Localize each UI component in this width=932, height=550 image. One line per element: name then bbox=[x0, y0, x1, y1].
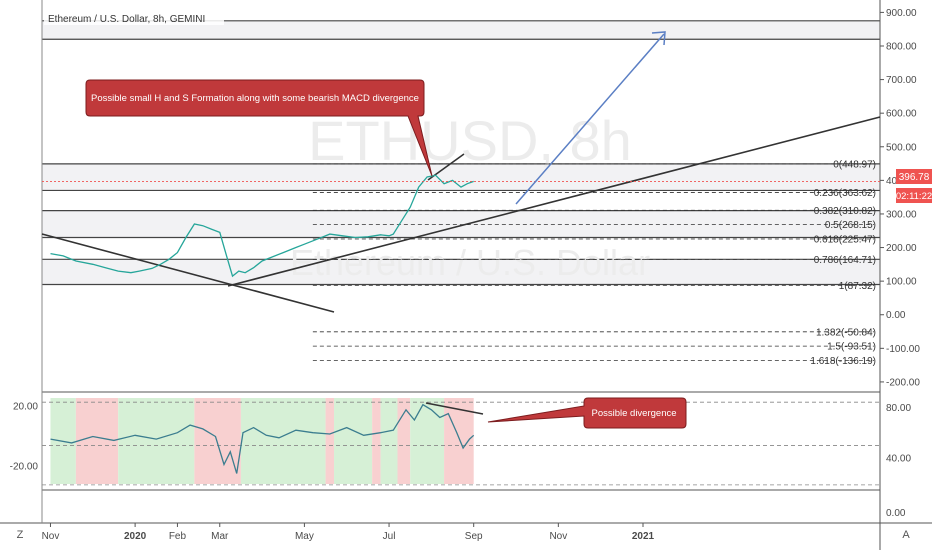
osc-shade-10 bbox=[410, 398, 445, 484]
lower-callout[interactable]: Possible divergence bbox=[487, 397, 687, 429]
fib-label-1: 0.236(363.62) bbox=[814, 188, 876, 199]
main-callout[interactable]: Possible small H and S Formation along w… bbox=[85, 79, 433, 177]
fib-label-8: 1.5(-93.51) bbox=[827, 342, 876, 353]
axes: 900.00800.00700.00600.00500.00400.00300.… bbox=[10, 8, 921, 542]
osc-divergence-line[interactable] bbox=[425, 402, 484, 415]
x-tick-label-3: Mar bbox=[211, 531, 229, 542]
y-tick-label-4: 500.00 bbox=[886, 142, 917, 153]
fibonacci-levels: 0(448.97) 0.236(363.62) 0.382(310.82) 0.5(2… bbox=[312, 159, 876, 367]
osc-shade-8 bbox=[380, 398, 398, 484]
oscillator-series bbox=[50, 403, 475, 474]
header-title: Ethereum / U.S. Dollar, 8h, GEMINI bbox=[48, 14, 205, 25]
osc-shade-5 bbox=[325, 398, 335, 484]
x-tick-label-7: Nov bbox=[549, 531, 567, 542]
oscillator-shading bbox=[50, 398, 474, 484]
y-tick-label-8: 100.00 bbox=[886, 277, 917, 288]
last-price-text: 396.78 bbox=[899, 172, 930, 183]
zone-band-1 bbox=[42, 163, 880, 191]
osc-left-tick-1: -20.00 bbox=[10, 462, 39, 473]
y-tick-label-9: 0.00 bbox=[886, 310, 906, 321]
y-tick-label-7: 200.00 bbox=[886, 243, 917, 254]
fib-label-6: 1(87.32) bbox=[839, 281, 876, 292]
fib-label-2: 0.382(310.82) bbox=[814, 206, 876, 217]
x-tick-label-6: Sep bbox=[465, 531, 483, 542]
x-tick-label-2: Feb bbox=[169, 531, 187, 542]
y-tick-label-10: -100.00 bbox=[886, 344, 920, 355]
osc-right-tick-1: 40.00 bbox=[886, 454, 911, 465]
watermark-symbol: ETHUSD, 8h bbox=[308, 109, 632, 172]
price-series bbox=[42, 174, 880, 278]
x-tick-label-8: 2021 bbox=[632, 531, 655, 542]
y-tick-label-11: -200.00 bbox=[886, 377, 920, 388]
zone-band-0 bbox=[42, 20, 880, 40]
main-callout-text: Possible small H and S Formation along w… bbox=[91, 93, 419, 104]
osc-shade-6 bbox=[334, 398, 373, 484]
y-tick-label-3: 600.00 bbox=[886, 109, 917, 120]
y-tick-label-1: 800.00 bbox=[886, 41, 917, 52]
fib-label-3: 0.5(268.15) bbox=[825, 220, 876, 231]
y-tick-label-6: 300.00 bbox=[886, 209, 917, 220]
osc-shade-9 bbox=[397, 398, 411, 484]
lower-callout-text: Possible divergence bbox=[591, 408, 676, 419]
x-tick-label-1: 2020 bbox=[124, 531, 147, 542]
downtrend-line[interactable] bbox=[41, 233, 335, 313]
osc-shade-2 bbox=[118, 398, 195, 484]
fib-label-0: 0(448.97) bbox=[833, 159, 876, 170]
horizontal-zones bbox=[42, 20, 880, 286]
x-tick-label-5: Jul bbox=[383, 531, 396, 542]
y-tick-label-0: 900.00 bbox=[886, 8, 917, 19]
fib-label-9: 1.618(-136.19) bbox=[810, 356, 876, 367]
x-tick-label-4: May bbox=[295, 531, 314, 542]
fib-label-4: 0.618(225.47) bbox=[814, 234, 876, 245]
lower-zero-tick: 0.00 bbox=[886, 508, 906, 519]
x-tick-label-0: Nov bbox=[42, 531, 60, 542]
osc-right-tick-0: 80.00 bbox=[886, 403, 911, 414]
osc-shade-1 bbox=[75, 398, 119, 484]
countdown-text: 02:11:22 bbox=[896, 191, 932, 202]
osc-left-tick-0: 20.00 bbox=[13, 402, 38, 413]
osc-shade-4 bbox=[240, 398, 326, 484]
watermark-name: Ethereum / U.S. Dollar bbox=[290, 242, 650, 283]
price-line bbox=[50, 174, 474, 278]
projection-arrow[interactable] bbox=[515, 31, 666, 205]
y-tick-label-2: 700.00 bbox=[886, 75, 917, 86]
oscillator-line bbox=[50, 403, 475, 474]
fib-label-7: 1.382(-50.84) bbox=[816, 327, 876, 338]
fib-label-5: 0.786(164.71) bbox=[814, 255, 876, 266]
last-price-badge: 396.78 bbox=[896, 169, 932, 184]
osc-shade-7 bbox=[372, 398, 381, 484]
countdown-badge: 02:11:22 bbox=[896, 188, 932, 203]
auto-scale-button[interactable]: A bbox=[902, 529, 910, 541]
zone-band-2 bbox=[42, 210, 880, 238]
zoom-toggle-button[interactable]: Z bbox=[17, 529, 24, 541]
uptrend-support-line[interactable] bbox=[227, 116, 881, 287]
osc-shade-3 bbox=[194, 398, 241, 484]
header-title-bg bbox=[44, 11, 224, 25]
